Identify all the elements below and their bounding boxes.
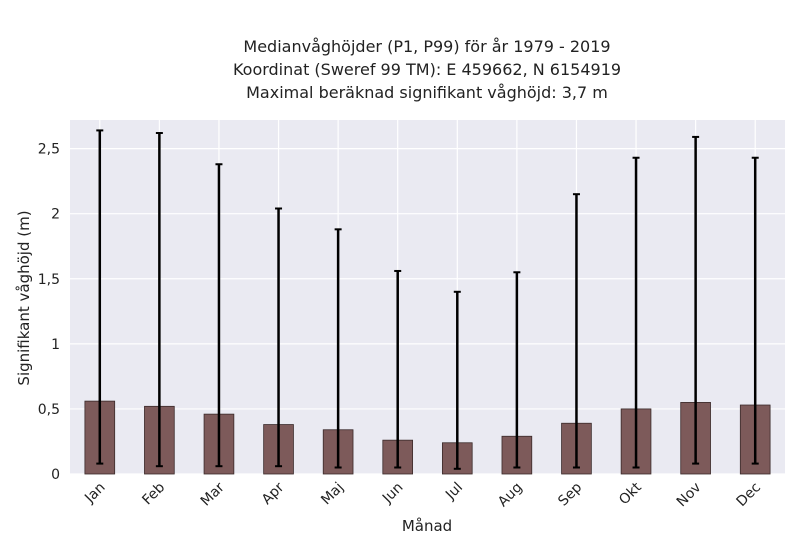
errorbar-jun (394, 269, 402, 469)
x-tick-label: Okt (616, 479, 645, 508)
errorbar-jul (453, 290, 461, 470)
y-axis-label: Signifikant våghöjd (m) (15, 210, 33, 385)
errorbar-nov (692, 135, 700, 465)
y-tick-label: 0,5 (38, 402, 60, 418)
x-tick-label: Feb (139, 479, 168, 508)
errorbar-mar (215, 163, 223, 468)
errorbar-apr (275, 207, 283, 468)
y-tick-label: 2 (51, 207, 60, 223)
errorbar-series (96, 129, 759, 470)
chart-title: Medianvåghöjder (P1, P99) för år 1979 - … (233, 37, 621, 102)
x-tick-label: Nov (674, 480, 705, 511)
errorbar-feb (155, 132, 163, 468)
title-line-1: Medianvåghöjder (P1, P99) för år 1979 - … (243, 37, 610, 56)
errorbar-okt (632, 156, 640, 469)
x-axis-label: Månad (402, 517, 452, 535)
errorbar-jan (96, 129, 104, 465)
errorbar-aug (513, 271, 521, 469)
errorbar-sep (572, 193, 580, 469)
errorbar-maj (334, 228, 342, 469)
x-axis-ticks: Jan Feb Mar Apr Maj Jun Jul Aug Sep Okt Nov Dec (81, 479, 764, 510)
x-tick-label: Mar (198, 479, 228, 509)
y-axis-ticks: 0 0,5 1 1,5 2 2,5 (38, 142, 60, 483)
x-tick-label: Dec (734, 480, 764, 510)
plot-area (70, 120, 785, 474)
x-tick-label: Maj (318, 480, 347, 509)
y-tick-label: 0 (51, 467, 60, 483)
title-line-3: Maximal beräknad signifikant våghöjd: 3,… (246, 83, 608, 102)
x-tick-label: Jan (81, 480, 108, 507)
x-tick-label: Jun (379, 480, 406, 507)
y-tick-label: 1,5 (38, 272, 60, 288)
x-tick-label: Aug (495, 480, 526, 511)
x-tick-label: Jul (442, 480, 466, 504)
x-tick-label: Apr (259, 479, 288, 508)
y-tick-label: 1 (51, 337, 60, 353)
errorbar-dec (751, 156, 759, 465)
title-line-2: Koordinat (Sweref 99 TM): E 459662, N 61… (233, 60, 621, 79)
y-tick-label: 2,5 (38, 142, 60, 158)
x-tick-label: Sep (555, 479, 585, 509)
